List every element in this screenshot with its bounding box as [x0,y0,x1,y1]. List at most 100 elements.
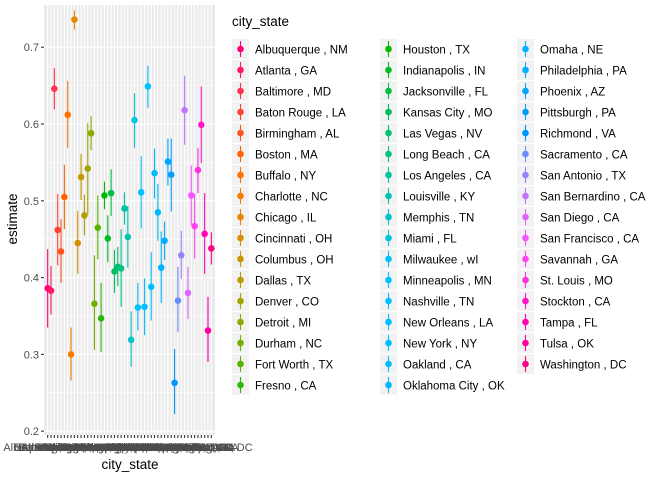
y-tick-label: 0.2 [24,426,39,438]
legend-key-point [237,150,244,158]
legend-key-point [237,108,244,116]
legend-label: Birmingham , AL [255,129,340,141]
legend-label: Oklahoma City , OK [403,381,505,393]
data-point [104,235,112,242]
legend-label: St. Louis , MO [540,276,613,288]
legend-key-point [385,213,392,221]
x-tick-label: San Francisco , CA [144,442,239,454]
data-point [57,248,65,255]
legend-label: Cincinnati , OH [255,234,332,246]
x-tick-label: Dallas , TX [58,442,112,454]
legend-label: San Antonio , TX [540,171,626,183]
legend-label: San Francisco , CA [540,234,639,246]
legend-label: Fort Worth , TX [255,360,334,372]
legend-key-point [237,45,244,53]
legend-key-point [237,318,244,326]
legend-label: Baton Rouge , LA [255,108,346,120]
legend-label: Detroit , MI [255,318,311,330]
legend-title: city_state [232,14,289,29]
data-point [187,192,195,199]
data-point [151,169,158,177]
x-tick-label: Philadelphia , PA [123,442,207,454]
data-point [67,351,75,358]
legend-label: Chicago , IL [255,213,317,225]
x-tick-label: Fort Worth , TX [60,442,135,454]
x-tick-label: Charlotte , NC [36,442,106,454]
data-point [191,222,198,230]
y-tick-label: 0.3 [24,349,39,361]
x-tick-label: Denver , CO [57,442,119,454]
x-tick-label: Miami , FL [109,442,160,454]
legend-key-point [385,45,392,53]
data-point [171,379,178,387]
legend-label: Fresno , CA [255,381,317,393]
legend-label: Columbus , OH [255,255,334,267]
data-point [101,192,108,199]
legend-key-point [237,297,244,305]
legend-key-point [522,213,529,221]
legend-label: Milwaukee , wI [403,255,478,267]
legend-key-point [385,171,392,179]
legend-label: Dallas , TX [255,276,311,288]
legend-key-point [237,234,244,242]
x-tick-label: Omaha , NE [131,442,192,454]
legend-key-point [385,129,392,137]
data-point [107,189,115,197]
x-tick-label: New Orleans , LA [105,442,192,454]
data-point [84,165,92,172]
legend-key-point [385,66,392,74]
legend: city_state Albuquerque , NM Atlanta , GA B… [232,14,646,395]
legend-label: Atlanta , GA [255,66,317,78]
legend-label: Sacramento , CA [540,150,628,162]
x-tick-label: Columbus , OH [43,442,118,454]
legend-label: Indianapolis , IN [403,66,485,78]
legend-label: Tulsa , OK [540,339,594,351]
data-point [111,268,118,275]
legend-label: New York , NY [403,339,477,351]
legend-key-point [522,192,529,200]
x-tick-label: Los Angeles , CA [82,442,167,454]
legend-key-point [237,339,244,347]
x-axis-title: city_state [101,457,158,472]
data-point [204,327,212,334]
legend-label: Long Beach , CA [403,150,490,162]
x-tick-label: Oklahoma City , OK [109,442,207,454]
data-point [124,233,132,241]
data-point [174,297,182,304]
data-point [54,226,61,234]
x-tick-label: Richmond , VA [138,442,211,454]
x-tick-label: Albuquerque , NM [3,442,92,454]
legend-key-point [237,276,244,284]
data-point [184,289,192,297]
legend-label: Las Vegas , NV [403,129,483,141]
legend-key-point [385,339,392,347]
data-point [97,314,105,322]
data-point [87,129,95,137]
x-tick-label: Buffalo , NY [38,442,97,454]
legend-label: Minneapolis , MN [403,276,492,288]
data-point [47,287,55,294]
x-tick-label: New York , NY [116,442,188,454]
legend-label: Jacksonville , FL [403,87,489,99]
x-tick-label: Savannah , GA [157,442,232,454]
legend-label: Louisville , KY [403,192,476,204]
legend-key-point [522,171,529,179]
legend-key-point [237,129,244,137]
data-point [167,171,175,178]
grid-lines [44,5,215,435]
legend-label: Memphis , TN [403,213,474,225]
x-tick-label: Chicago , IL [45,442,104,454]
legend-key-point [385,276,392,284]
legend-key-point [385,360,392,368]
x-tick-label: Sacramento , CA [136,442,220,454]
data-point [181,106,188,114]
legend-key-point [237,213,244,221]
x-tick-label: San Antonio , TX [140,442,223,454]
data-point [134,304,142,311]
legend-key-point [522,129,529,137]
x-tick-label: Detroit , MI [64,442,118,454]
data-point [77,173,85,181]
legend-key-point [237,66,244,74]
legend-label: Washington , DC [540,360,627,372]
legend-label: Tampa , FL [540,318,598,330]
